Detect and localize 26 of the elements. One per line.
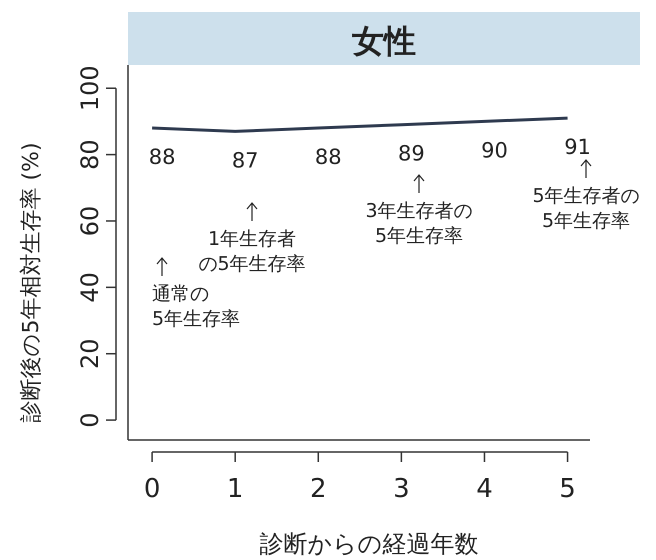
y-tick-label: 20 (76, 338, 104, 369)
data-label: 87 (232, 148, 259, 172)
x-tick-label: 0 (144, 474, 160, 504)
y-tick-label: 80 (76, 139, 104, 170)
y-tick-label: 100 (76, 65, 104, 112)
annotation: 3年生存者の5年生存率 (365, 200, 473, 247)
line-series (150, 116, 570, 133)
data-label: 90 (481, 138, 508, 162)
annotation: 5年生存者の5年生存率 (532, 185, 640, 232)
y-tick-label: 0 (76, 412, 104, 428)
x-tick-label: 5 (559, 474, 576, 504)
data-label: 88 (314, 145, 342, 170)
x-tick-label: 4 (476, 474, 493, 504)
chart-title: 女性 (351, 22, 416, 60)
data-label: 91 (564, 135, 591, 160)
data-label: 89 (398, 142, 425, 166)
y-tick-label: 40 (76, 272, 104, 303)
x-tick-label: 3 (393, 474, 410, 504)
x-tick-label: 1 (226, 474, 244, 504)
x-tick-label: 2 (310, 474, 327, 504)
x-axis-title: 診断からの経過年数 (260, 530, 478, 558)
y-axis-title: 診断後の5年相対生存率 (%) (19, 142, 44, 423)
annotation: 1年生存者の5年生存率 (198, 228, 306, 275)
data-label: 88 (148, 145, 176, 170)
y-tick-label: 60 (76, 206, 104, 236)
annotation: 通常の5年生存率 (152, 283, 240, 330)
